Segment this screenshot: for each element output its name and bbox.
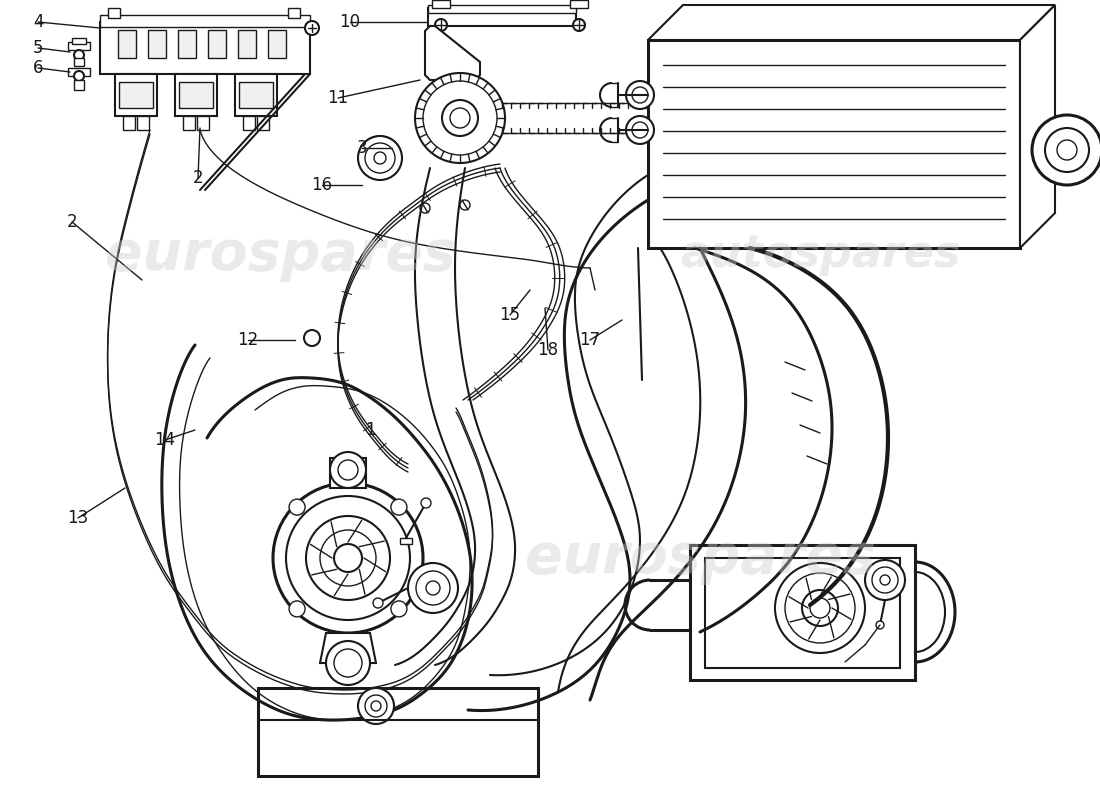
Circle shape	[408, 563, 458, 613]
Circle shape	[1057, 140, 1077, 160]
Circle shape	[390, 499, 407, 515]
Circle shape	[421, 498, 431, 508]
Bar	[432, 0, 450, 8]
Bar	[197, 116, 209, 130]
Circle shape	[880, 575, 890, 585]
Text: 11: 11	[328, 89, 349, 107]
Circle shape	[460, 200, 470, 210]
Bar	[258, 688, 538, 776]
Bar	[288, 8, 300, 18]
Polygon shape	[320, 633, 376, 663]
Circle shape	[304, 330, 320, 346]
Polygon shape	[1020, 5, 1055, 248]
Bar	[74, 58, 84, 66]
Bar	[68, 68, 90, 76]
Bar	[208, 30, 226, 58]
Circle shape	[434, 19, 447, 31]
Circle shape	[273, 483, 424, 633]
Circle shape	[776, 563, 865, 653]
Polygon shape	[425, 26, 480, 80]
Circle shape	[415, 73, 505, 163]
Bar	[238, 30, 256, 58]
Polygon shape	[648, 5, 1055, 40]
Bar	[428, 5, 576, 13]
Text: 5: 5	[33, 39, 43, 57]
Circle shape	[330, 452, 366, 488]
Bar	[690, 545, 915, 680]
Circle shape	[326, 641, 370, 685]
Text: 13: 13	[67, 509, 89, 527]
Circle shape	[74, 50, 84, 60]
Circle shape	[626, 81, 654, 109]
Text: autospares: autospares	[680, 234, 960, 277]
Text: 6: 6	[33, 59, 43, 77]
Text: 3: 3	[356, 139, 367, 157]
Circle shape	[371, 701, 381, 711]
Text: eurospares: eurospares	[104, 228, 455, 282]
Bar	[705, 558, 900, 668]
Circle shape	[1032, 115, 1100, 185]
Bar	[148, 30, 166, 58]
Circle shape	[420, 203, 430, 213]
Text: 17: 17	[580, 331, 601, 349]
Bar	[118, 30, 136, 58]
Circle shape	[573, 19, 585, 31]
Bar	[243, 116, 255, 130]
Circle shape	[373, 598, 383, 608]
Circle shape	[358, 136, 402, 180]
Circle shape	[305, 21, 319, 35]
Bar	[648, 40, 1020, 248]
Circle shape	[334, 544, 362, 572]
Circle shape	[306, 516, 390, 600]
Circle shape	[442, 100, 478, 136]
Bar	[268, 30, 286, 58]
Circle shape	[426, 581, 440, 595]
Text: 2: 2	[67, 213, 77, 231]
Circle shape	[876, 621, 884, 629]
Bar	[175, 74, 217, 116]
Bar	[100, 22, 310, 74]
Bar	[257, 116, 270, 130]
Circle shape	[390, 601, 407, 617]
Circle shape	[802, 590, 838, 626]
Circle shape	[74, 71, 84, 81]
Circle shape	[865, 560, 905, 600]
Text: 14: 14	[154, 431, 176, 449]
Circle shape	[374, 152, 386, 164]
Bar	[108, 8, 120, 18]
Text: 12: 12	[238, 331, 258, 349]
Bar	[116, 74, 157, 116]
Bar	[123, 116, 135, 130]
Bar	[400, 538, 412, 544]
Bar	[235, 74, 277, 116]
Text: 15: 15	[499, 306, 520, 324]
Bar	[330, 458, 366, 488]
Bar	[74, 80, 84, 90]
Bar	[178, 30, 196, 58]
Text: 10: 10	[340, 13, 361, 31]
Text: 16: 16	[311, 176, 332, 194]
Bar	[570, 0, 589, 8]
Text: eurospares: eurospares	[525, 531, 876, 585]
Circle shape	[358, 688, 394, 724]
Text: 4: 4	[33, 13, 43, 31]
Bar	[72, 38, 86, 44]
Bar	[428, 8, 576, 26]
Text: 18: 18	[538, 341, 559, 359]
Bar	[119, 82, 153, 108]
Bar	[138, 116, 148, 130]
Bar	[179, 82, 213, 108]
Bar	[100, 15, 310, 27]
Bar	[68, 42, 90, 50]
Circle shape	[626, 116, 654, 144]
Bar	[239, 82, 273, 108]
Circle shape	[289, 601, 305, 617]
Text: 1: 1	[365, 421, 375, 439]
Bar	[183, 116, 195, 130]
Text: 2: 2	[192, 169, 204, 187]
Circle shape	[289, 499, 305, 515]
